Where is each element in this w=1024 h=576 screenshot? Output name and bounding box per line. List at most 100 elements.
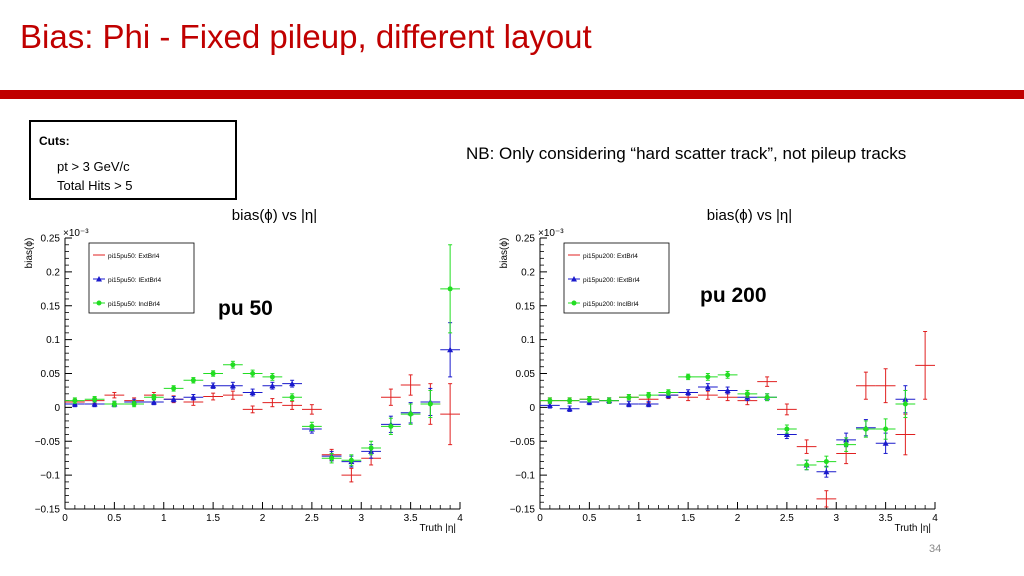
data-point bbox=[111, 401, 117, 407]
data-point bbox=[804, 462, 810, 468]
x-tick-label: 2.5 bbox=[780, 513, 794, 524]
chart-title: bias(ϕ) vs |η| bbox=[707, 207, 792, 224]
x-tick-label: 3.5 bbox=[879, 513, 893, 524]
data-point bbox=[645, 400, 652, 407]
data-point bbox=[902, 401, 908, 407]
x-tick-label: 0 bbox=[62, 513, 68, 524]
data-point bbox=[823, 468, 830, 475]
cuts-box: Cuts: pt > 3 GeV/c Total Hits > 5 bbox=[29, 120, 237, 200]
data-point bbox=[685, 389, 692, 395]
x-axis-label: Truth |η| bbox=[894, 523, 931, 534]
data-point bbox=[170, 396, 177, 402]
data-point bbox=[447, 346, 454, 353]
data-point bbox=[685, 374, 691, 380]
y-exponent-label: ×10⁻³ bbox=[538, 228, 564, 239]
data-point bbox=[784, 426, 790, 432]
data-point bbox=[249, 389, 256, 395]
page-number: 34 bbox=[929, 543, 942, 555]
y-tick-label: 0.15 bbox=[41, 301, 61, 312]
y-axis-label: bias(ϕ) bbox=[24, 238, 35, 269]
data-point bbox=[131, 401, 137, 407]
data-point bbox=[724, 387, 731, 393]
y-tick-label: 0.25 bbox=[41, 234, 61, 245]
legend-label: pi15pu200: InclBrl4 bbox=[583, 301, 639, 308]
y-axis-label: bias(ϕ) bbox=[499, 238, 510, 269]
x-tick-label: 0 bbox=[537, 513, 543, 524]
x-tick-label: 4 bbox=[932, 513, 938, 524]
legend-box bbox=[88, 242, 195, 314]
data-point bbox=[447, 286, 453, 292]
legend: pi15pu200: ExtBrl4 pi15pu200: IExtBrl4 pi1… bbox=[563, 242, 670, 314]
title-divider bbox=[0, 90, 1024, 99]
data-point bbox=[150, 398, 157, 405]
legend-marker bbox=[571, 300, 577, 306]
data-point bbox=[210, 382, 217, 389]
y-tick-label: −0.15 bbox=[35, 505, 61, 516]
series-incl bbox=[540, 370, 916, 471]
data-point bbox=[91, 400, 98, 407]
x-tick-label: 2 bbox=[260, 513, 266, 524]
pileup-annotation: pu 50 bbox=[218, 297, 273, 320]
y-tick-label: 0.25 bbox=[516, 234, 536, 245]
data-point bbox=[368, 445, 374, 451]
pileup-annotation: pu 200 bbox=[700, 284, 767, 307]
data-point bbox=[427, 401, 433, 407]
cut-pt: pt > 3 GeV/c bbox=[57, 159, 130, 174]
data-point bbox=[882, 440, 889, 446]
x-tick-label: 4 bbox=[457, 513, 463, 524]
legend-label: pi15pu200: IExtBrl4 bbox=[583, 277, 640, 284]
x-tick-label: 2 bbox=[735, 513, 741, 524]
data-point bbox=[190, 394, 197, 400]
y-tick-label: −0.1 bbox=[40, 471, 60, 482]
data-point bbox=[309, 423, 315, 429]
data-point bbox=[250, 371, 256, 376]
chart-title: bias(ϕ) vs |η| bbox=[232, 207, 317, 224]
data-point bbox=[269, 374, 275, 380]
data-point bbox=[329, 455, 335, 461]
data-point bbox=[843, 442, 849, 448]
data-point bbox=[92, 396, 98, 402]
data-point bbox=[704, 384, 711, 390]
y-tick-label: −0.1 bbox=[515, 471, 535, 482]
data-point bbox=[210, 371, 216, 376]
slide-title: Bias: Phi - Fixed pileup, different layo… bbox=[20, 18, 592, 55]
data-point bbox=[72, 398, 78, 404]
x-tick-label: 2.5 bbox=[305, 513, 319, 524]
data-point bbox=[547, 398, 553, 404]
x-tick-label: 3 bbox=[358, 513, 364, 524]
data-point bbox=[606, 398, 612, 404]
y-tick-label: 0.1 bbox=[46, 335, 60, 346]
data-point bbox=[230, 362, 236, 368]
note-text: NB: Only considering “hard scatter track… bbox=[466, 144, 907, 163]
y-tick-label: 0 bbox=[54, 403, 60, 414]
data-point bbox=[764, 394, 770, 400]
y-tick-label: 0.2 bbox=[46, 267, 60, 278]
data-point bbox=[190, 377, 196, 383]
data-point bbox=[546, 402, 553, 408]
data-point bbox=[863, 426, 869, 432]
legend-label: pi15pu50: IExtBrl4 bbox=[108, 277, 162, 284]
legend-marker bbox=[96, 276, 102, 282]
data-point bbox=[289, 394, 295, 400]
y-tick-label: 0 bbox=[529, 403, 535, 414]
data-point bbox=[744, 391, 750, 397]
x-tick-label: 3.5 bbox=[404, 513, 418, 524]
x-axis-label: Truth |η| bbox=[419, 523, 456, 534]
data-point bbox=[725, 372, 731, 378]
x-tick-label: 0.5 bbox=[582, 513, 596, 524]
cuts-title: Cuts: bbox=[39, 134, 70, 148]
data-point bbox=[586, 396, 592, 402]
data-point bbox=[783, 431, 790, 437]
y-tick-label: 0.05 bbox=[516, 369, 536, 380]
data-point bbox=[883, 426, 889, 432]
legend-label: pi15pu50: InclBrl4 bbox=[108, 301, 160, 308]
data-point bbox=[408, 411, 414, 417]
data-point bbox=[705, 374, 711, 380]
y-tick-label: −0.15 bbox=[510, 505, 536, 516]
y-tick-label: −0.05 bbox=[510, 437, 536, 448]
data-point bbox=[388, 423, 394, 429]
y-tick-label: 0.05 bbox=[41, 369, 61, 380]
legend: pi15pu50: ExtBrl4 pi15pu50: IExtBrl4 pi15p… bbox=[88, 242, 195, 314]
